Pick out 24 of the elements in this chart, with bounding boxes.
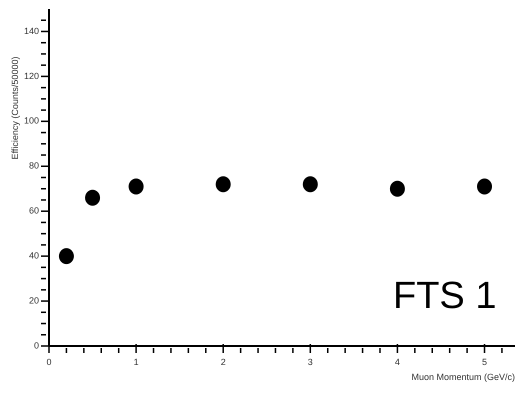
- y-tick-label: 120: [24, 70, 39, 81]
- x-tick-label: 4: [394, 357, 400, 367]
- point: [390, 180, 405, 197]
- x-tick-label: 1: [134, 357, 139, 367]
- y-axis-title: Efficiency (Counts/50000): [10, 56, 20, 160]
- y-tick-label: 80: [28, 160, 39, 171]
- y-tick-label: 60: [28, 206, 39, 216]
- y-tick-label: 20: [28, 295, 39, 306]
- y-tick-label: 140: [24, 26, 39, 36]
- point: [58, 248, 74, 264]
- y-tick-label: 40: [28, 250, 39, 261]
- x-tick-label: 5: [482, 357, 488, 367]
- x-tick-label: 2: [220, 357, 226, 367]
- point: [128, 178, 144, 194]
- y-tick-label: 100: [24, 116, 39, 126]
- point: [216, 176, 231, 192]
- annotation: FTS 1: [393, 275, 496, 318]
- point: [85, 190, 100, 206]
- x-tick-label: 3: [308, 357, 313, 367]
- x-axis-title: Muon Momentum (GeV/c): [411, 372, 515, 382]
- y-tick-label: 0: [34, 340, 39, 350]
- x-tick-label: 0: [46, 357, 52, 367]
- point: [302, 176, 318, 192]
- point: [477, 178, 492, 194]
